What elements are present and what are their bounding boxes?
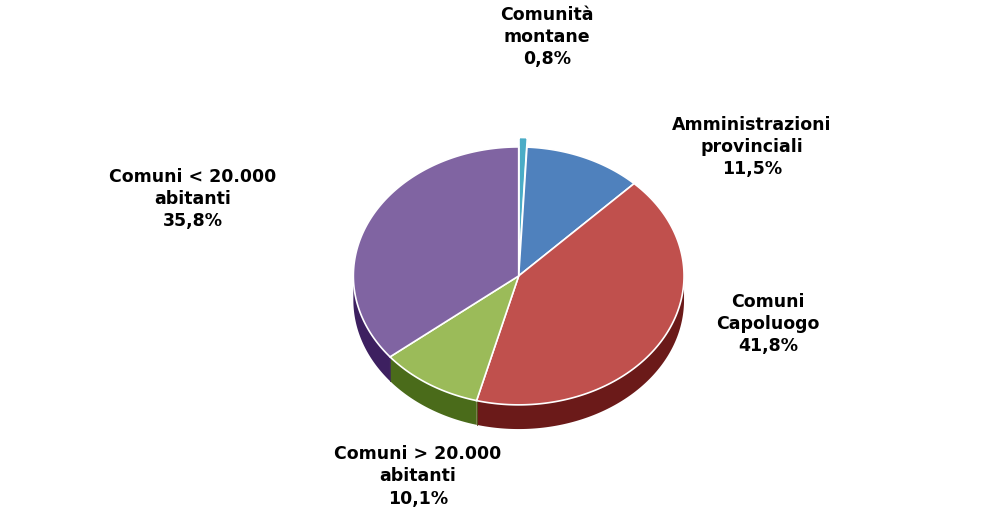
Text: Comuni > 20.000
abitanti
10,1%: Comuni > 20.000 abitanti 10,1% <box>334 445 501 508</box>
Polygon shape <box>353 147 518 357</box>
Polygon shape <box>477 277 684 429</box>
Text: Comunità
montane
0,8%: Comunità montane 0,8% <box>500 6 593 68</box>
Polygon shape <box>477 184 684 405</box>
Text: Comuni
Capoluogo
41,8%: Comuni Capoluogo 41,8% <box>716 293 820 356</box>
Polygon shape <box>390 276 518 401</box>
Text: Amministrazioni
provinciali
11,5%: Amministrazioni provinciali 11,5% <box>672 116 832 178</box>
Polygon shape <box>390 357 477 425</box>
Text: Comuni < 20.000
abitanti
35,8%: Comuni < 20.000 abitanti 35,8% <box>110 168 277 231</box>
Polygon shape <box>353 276 390 381</box>
Polygon shape <box>519 138 527 266</box>
Polygon shape <box>518 147 634 276</box>
